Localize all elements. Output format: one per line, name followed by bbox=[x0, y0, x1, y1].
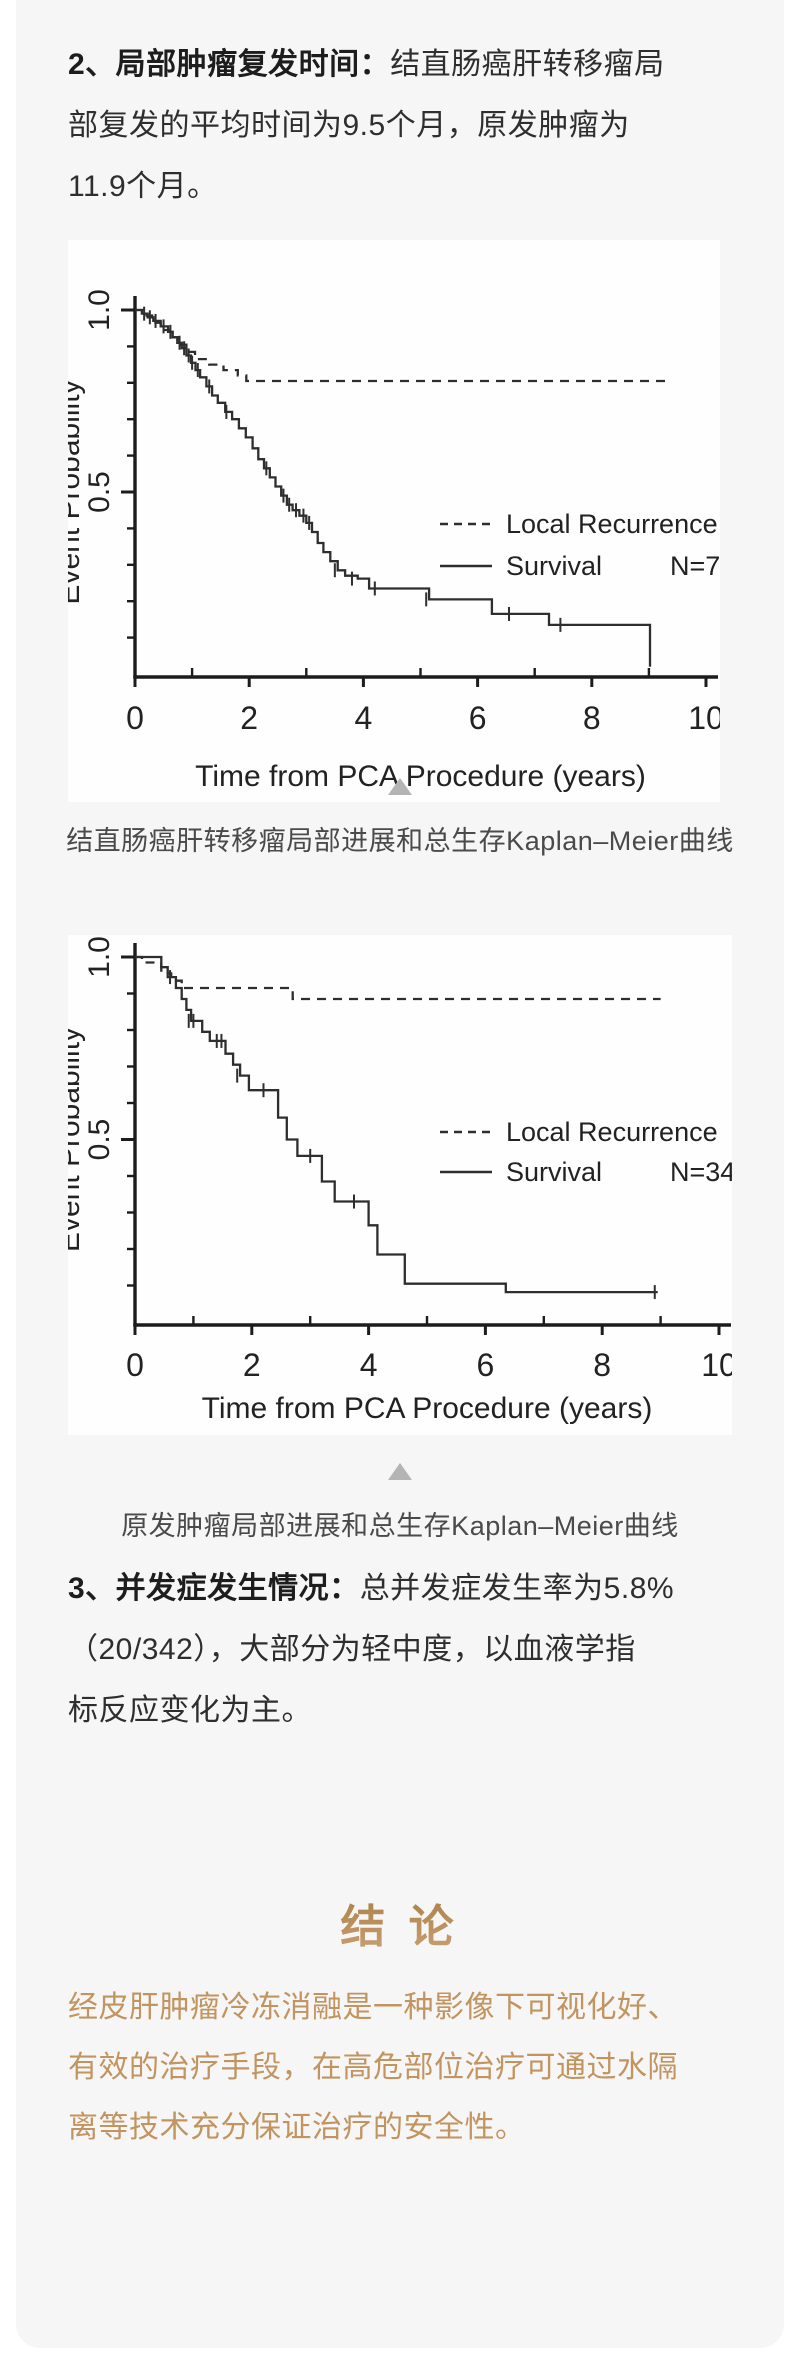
figure-2-note: 原发肿瘤局部进展和总生存Kaplan–Meier曲线 bbox=[16, 1463, 784, 1543]
svg-text:Survival: Survival bbox=[506, 551, 602, 581]
svg-text:6: 6 bbox=[477, 1347, 495, 1383]
km-figure-1: 0 2 4 6 8 10 1.0 0.5 Event Probability Time from … bbox=[68, 240, 720, 802]
svg-text:6: 6 bbox=[469, 700, 487, 736]
paragraph-line: 部复发的平均时间为9.5个月，原发肿瘤为 bbox=[68, 109, 630, 142]
svg-text:8: 8 bbox=[583, 700, 601, 736]
svg-text:Local Recurrence: Local Recurrence bbox=[506, 509, 718, 539]
svg-text:0.5: 0.5 bbox=[83, 471, 116, 513]
paragraph-recurrence-time: 2、局部肿瘤复发时间：结直肠癌肝转移瘤局 部复发的平均时间为9.5个月，原发肿瘤为… bbox=[68, 34, 768, 217]
paragraph-line: （20/342），大部分为轻中度，以血液学指 bbox=[68, 1633, 636, 1666]
svg-text:10: 10 bbox=[688, 700, 720, 736]
svg-text:Time from PCA Procedure (years: Time from PCA Procedure (years) bbox=[195, 760, 646, 793]
svg-text:0: 0 bbox=[126, 700, 144, 736]
svg-text:2: 2 bbox=[243, 1347, 261, 1383]
paragraph-line: 11.9个月。 bbox=[68, 170, 218, 203]
paragraph-complications: 3、并发症发生情况：总并发症发生率为5.8% （20/342），大部分为轻中度，以… bbox=[68, 1558, 768, 1741]
svg-text:Survival: Survival bbox=[506, 1157, 602, 1187]
conclusion-title: 结 论 bbox=[16, 1890, 784, 1955]
conclusion-line: 经皮肝肿瘤冷冻消融是一种影像下可视化好、 bbox=[68, 1991, 678, 2024]
svg-text:4: 4 bbox=[360, 1347, 378, 1383]
figure-1-note: 结直肠癌肝转移瘤局部进展和总生存Kaplan–Meier曲线 bbox=[16, 778, 784, 858]
svg-text:Local Recurrence: Local Recurrence bbox=[506, 1117, 718, 1147]
svg-text:1.0: 1.0 bbox=[83, 289, 116, 331]
article-card: 2、局部肿瘤复发时间：结直肠癌肝转移瘤局 部复发的平均时间为9.5个月，原发肿瘤为… bbox=[16, 0, 784, 2348]
conclusion-body: 经皮肝肿瘤冷冻消融是一种影像下可视化好、 有效的治疗手段，在高危部位治疗可通过水隔… bbox=[68, 1978, 768, 2158]
svg-text:8: 8 bbox=[593, 1347, 611, 1383]
svg-text:Time from PCA Procedure (years: Time from PCA Procedure (years) bbox=[202, 1392, 653, 1425]
svg-text:N=75: N=75 bbox=[670, 551, 720, 581]
svg-text:4: 4 bbox=[355, 700, 373, 736]
svg-text:2: 2 bbox=[240, 700, 258, 736]
figure-2-caption: 原发肿瘤局部进展和总生存Kaplan–Meier曲线 bbox=[121, 1511, 679, 1541]
km-figure-2: 0 2 4 6 8 10 1.0 0.5 Event Probability Time from … bbox=[68, 935, 732, 1435]
svg-text:Event Probability: Event Probability bbox=[68, 1027, 86, 1252]
paragraph-line: 3、并发症发生情况：总并发症发生率为5.8% bbox=[68, 1572, 675, 1605]
paragraph-line: 标反应变化为主。 bbox=[68, 1694, 312, 1727]
svg-text:10: 10 bbox=[701, 1347, 732, 1383]
figure-1-caption: 结直肠癌肝转移瘤局部进展和总生存Kaplan–Meier曲线 bbox=[66, 826, 734, 856]
conclusion-line: 有效的治疗手段，在高危部位治疗可通过水隔 bbox=[68, 2051, 678, 2084]
svg-text:Event Probability: Event Probability bbox=[68, 379, 86, 604]
svg-text:1.0: 1.0 bbox=[83, 936, 116, 978]
svg-text:0: 0 bbox=[126, 1347, 144, 1383]
svg-text:N=34: N=34 bbox=[670, 1157, 732, 1187]
conclusion-line: 离等技术充分保证治疗的安全性。 bbox=[68, 2111, 526, 2144]
paragraph-line: 2、局部肿瘤复发时间：结直肠癌肝转移瘤局 bbox=[68, 48, 665, 81]
svg-text:0.5: 0.5 bbox=[83, 1119, 116, 1161]
triangle-up-icon bbox=[388, 1463, 412, 1480]
triangle-up-icon bbox=[388, 778, 412, 795]
